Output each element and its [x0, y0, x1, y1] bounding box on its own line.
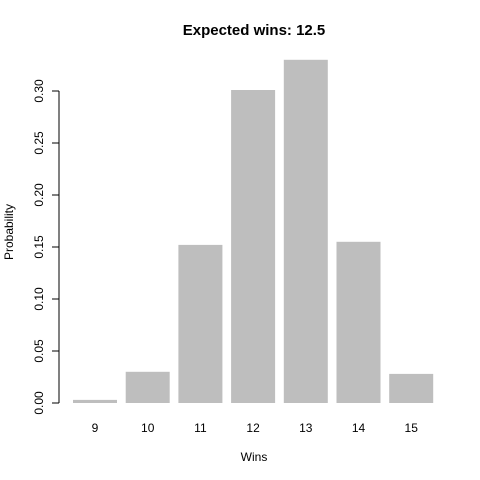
- y-tick-label: 0.00: [32, 391, 46, 415]
- bar-12: [231, 90, 276, 403]
- bar-10: [125, 371, 170, 403]
- x-tick-label: 13: [299, 421, 313, 435]
- x-axis-label: Wins: [241, 450, 268, 464]
- y-tick-label: 0.10: [32, 287, 46, 311]
- y-tick-label: 0.15: [32, 235, 46, 259]
- y-axis: 0.00 0.05 0.10 0.15 0.20 0.25 0.30: [32, 79, 60, 415]
- x-tick-label: 14: [352, 421, 366, 435]
- y-tick-label: 0.25: [32, 131, 46, 155]
- x-tick-labels: 9 10 11 12 13 14 15: [92, 421, 419, 435]
- x-tick-label: 10: [141, 421, 155, 435]
- y-tick-label: 0.20: [32, 183, 46, 207]
- bar-14: [336, 241, 381, 403]
- x-tick-label: 15: [405, 421, 419, 435]
- x-tick-label: 11: [194, 421, 207, 435]
- x-tick-label: 9: [92, 421, 99, 435]
- y-axis-label: Probability: [2, 204, 16, 260]
- bar-9: [73, 399, 117, 403]
- chart-title: Expected wins: 12.5: [183, 22, 326, 39]
- y-tick-label: 0.30: [32, 79, 46, 103]
- bar-15: [389, 373, 434, 403]
- bars-group: [73, 59, 434, 404]
- x-tick-label: 12: [246, 421, 260, 435]
- bar-13: [283, 59, 328, 404]
- bar-11: [178, 244, 223, 403]
- y-tick-label: 0.05: [32, 339, 46, 363]
